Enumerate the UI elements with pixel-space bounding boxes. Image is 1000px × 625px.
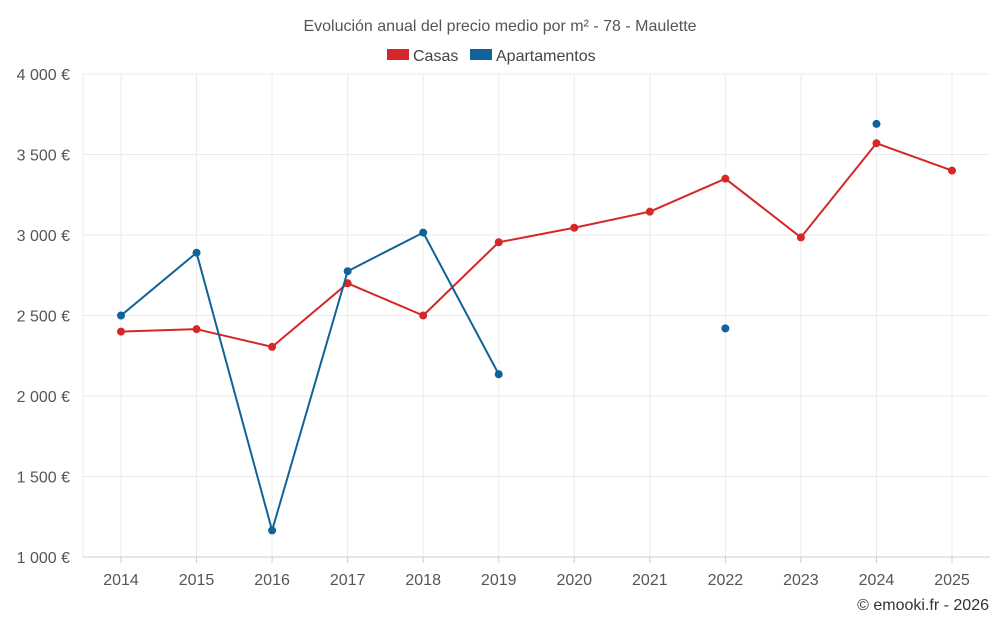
x-tick-label: 2016 xyxy=(254,572,290,589)
axes: 1 000 € 1 500 € 2 000 € 2 500 € 3 000 € 3 500… xyxy=(17,67,990,589)
x-tick-label: 2015 xyxy=(179,572,215,589)
data-point-apartamentos-2024[interactable] xyxy=(872,119,881,128)
legend-item-casas[interactable]: Casas xyxy=(387,48,458,65)
data-point-apartamentos-2018[interactable] xyxy=(419,228,428,237)
y-tick-label: 1 000 € xyxy=(17,550,70,567)
data-point-apartamentos-2017[interactable] xyxy=(343,267,352,276)
y-tick-label: 1 500 € xyxy=(17,470,70,487)
legend-label-casas: Casas xyxy=(413,48,458,65)
data-point-apartamentos-2014[interactable] xyxy=(117,311,125,320)
data-point-apartamentos-2015[interactable] xyxy=(192,248,201,257)
data-point-apartamentos-2016[interactable] xyxy=(268,526,277,535)
legend-swatch-casas xyxy=(387,49,409,60)
data-point-casas-2023[interactable] xyxy=(796,233,805,242)
x-tick-label: 2022 xyxy=(708,572,744,589)
chart-title: Evolución anual del precio medio por m² … xyxy=(303,18,696,35)
series-apartamentos xyxy=(117,119,881,535)
data-point-casas-2021[interactable] xyxy=(645,207,654,216)
x-tick-label: 2023 xyxy=(783,572,819,589)
y-tick-label: 2 000 € xyxy=(17,389,70,406)
data-point-casas-2020[interactable] xyxy=(570,223,579,232)
data-point-apartamentos-2019[interactable] xyxy=(494,370,503,379)
x-tick-label: 2024 xyxy=(859,572,895,589)
x-tick-label: 2018 xyxy=(405,572,441,589)
y-tick-label: 3 500 € xyxy=(17,148,70,165)
series-layer xyxy=(117,119,956,535)
series-line-apartamentos xyxy=(120,231,500,532)
data-point-casas-2022[interactable] xyxy=(721,174,730,183)
grid xyxy=(82,73,990,558)
x-tick-label: 2014 xyxy=(103,572,139,589)
x-tick-label: 2017 xyxy=(330,572,366,589)
credit-text: © emooki.fr - 2026 xyxy=(857,597,989,614)
legend-label-apartamentos: Apartamentos xyxy=(496,48,596,65)
x-tick-label: 2025 xyxy=(934,572,970,589)
x-tick-label: 2020 xyxy=(556,572,592,589)
legend: Casas Apartamentos xyxy=(387,48,596,65)
data-point-casas-2019[interactable] xyxy=(494,238,503,247)
legend-item-apartamentos[interactable]: Apartamentos xyxy=(470,48,596,65)
y-tick-label: 3 000 € xyxy=(17,228,70,245)
data-point-casas-2018[interactable] xyxy=(419,311,428,320)
data-point-apartamentos-2022[interactable] xyxy=(721,324,730,333)
x-tick-label: 2021 xyxy=(632,572,668,589)
series-casas xyxy=(117,139,956,351)
data-point-casas-2016[interactable] xyxy=(268,342,277,351)
data-point-casas-2025[interactable] xyxy=(948,166,956,175)
data-point-casas-2024[interactable] xyxy=(872,139,881,148)
legend-swatch-apartamentos xyxy=(470,49,492,60)
data-point-casas-2015[interactable] xyxy=(192,325,201,334)
y-tick-label: 2 500 € xyxy=(17,309,70,326)
series-line-casas xyxy=(120,142,953,348)
x-tick-label: 2019 xyxy=(481,572,517,589)
y-tick-label: 4 000 € xyxy=(17,67,70,84)
data-point-casas-2014[interactable] xyxy=(117,327,125,336)
